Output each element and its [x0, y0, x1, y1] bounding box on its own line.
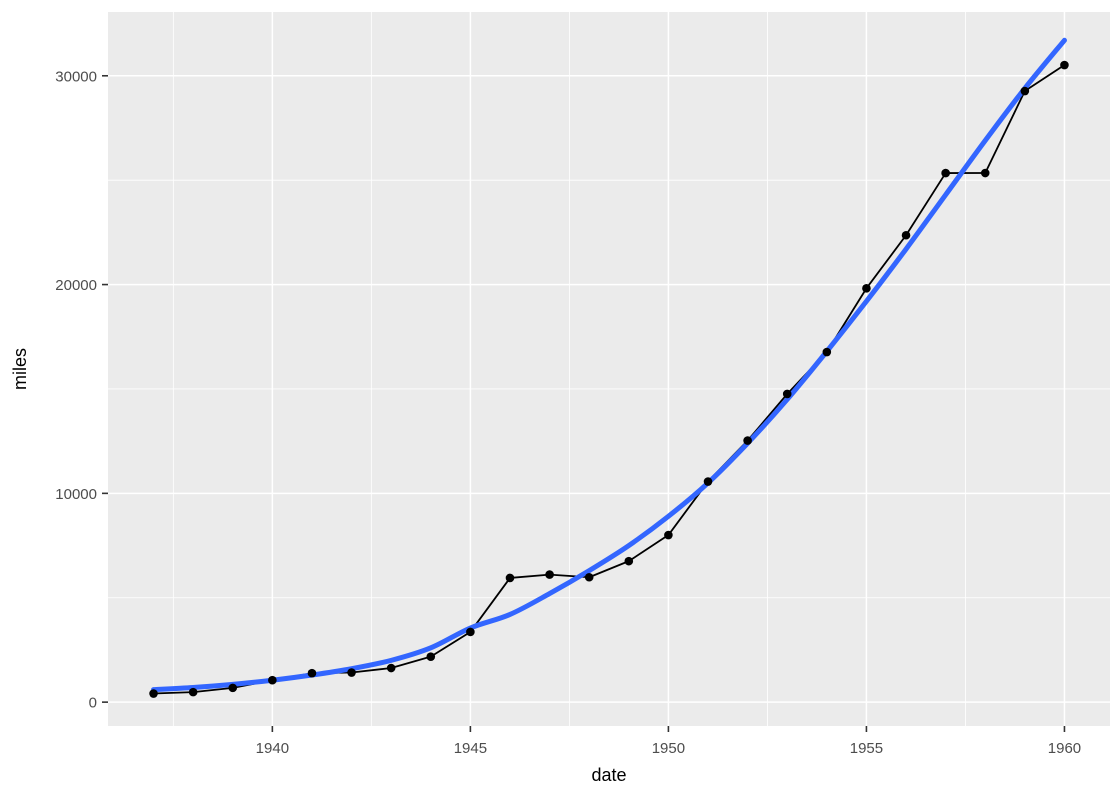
data-point — [1060, 60, 1069, 70]
x-tick-label: 1950 — [652, 740, 685, 757]
data-point — [505, 573, 515, 583]
data-point — [664, 530, 673, 540]
plot-panel — [108, 12, 1110, 726]
data-point — [188, 687, 198, 697]
data-point — [743, 436, 752, 445]
x-axis-title: date — [591, 765, 626, 785]
data-point — [268, 675, 277, 685]
x-tick-label: 1955 — [850, 740, 883, 757]
data-point — [386, 663, 396, 673]
y-axis-title: miles — [10, 348, 30, 390]
data-point — [782, 389, 792, 399]
data-point — [584, 572, 594, 582]
data-point — [980, 168, 990, 178]
data-point — [466, 627, 475, 637]
data-point — [941, 168, 950, 178]
data-point — [624, 556, 634, 566]
y-tick-label: 0 — [89, 695, 97, 712]
data-point — [862, 284, 871, 293]
data-point — [1020, 86, 1030, 96]
data-point — [822, 347, 832, 357]
data-point — [149, 689, 158, 698]
data-point — [426, 652, 436, 661]
data-point — [545, 570, 554, 579]
x-tick-label: 1940 — [256, 740, 289, 757]
data-point — [703, 477, 713, 486]
data-point — [228, 683, 238, 693]
x-tick-label: 1945 — [454, 740, 487, 757]
y-tick-label: 10000 — [55, 486, 97, 503]
y-tick-label: 20000 — [55, 277, 97, 294]
x-tick-label: 1960 — [1048, 740, 1081, 757]
data-point — [307, 668, 317, 678]
y-tick-label: 30000 — [55, 68, 97, 85]
data-point — [347, 668, 356, 677]
data-point — [901, 230, 911, 240]
